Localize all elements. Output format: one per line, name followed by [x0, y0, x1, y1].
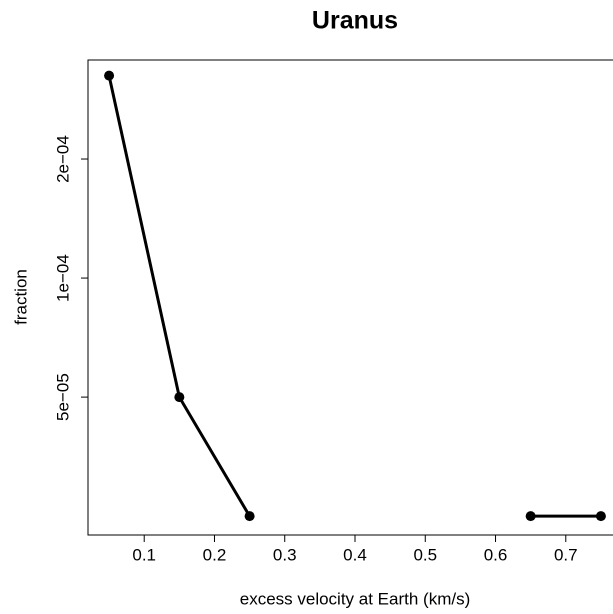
- x-tick-label: 0.4: [343, 545, 367, 564]
- series-line: [107, 75, 601, 518]
- y-axis-label: fraction: [11, 269, 30, 325]
- x-tick-label: 0.7: [554, 545, 578, 564]
- x-tick-label: 0.5: [413, 545, 437, 564]
- chart-title: Uranus: [312, 7, 398, 35]
- data-point: [174, 392, 185, 403]
- data-point: [525, 511, 536, 522]
- x-tick-label: 0.6: [484, 545, 508, 564]
- x-axis-label: excess velocity at Earth (km/s): [240, 589, 471, 608]
- y-tick-label: 2e−04: [53, 135, 72, 183]
- x-tick-label: 0.2: [203, 545, 227, 564]
- data-point: [595, 511, 606, 522]
- data-point: [104, 70, 115, 81]
- x-tick-label: 0.3: [273, 545, 297, 564]
- plot-box: [87, 59, 613, 536]
- data-point: [244, 511, 255, 522]
- y-tick-label: 5e−05: [53, 373, 72, 421]
- y-tick-label: 1e−04: [53, 254, 72, 302]
- x-tick-label: 0.1: [132, 545, 156, 564]
